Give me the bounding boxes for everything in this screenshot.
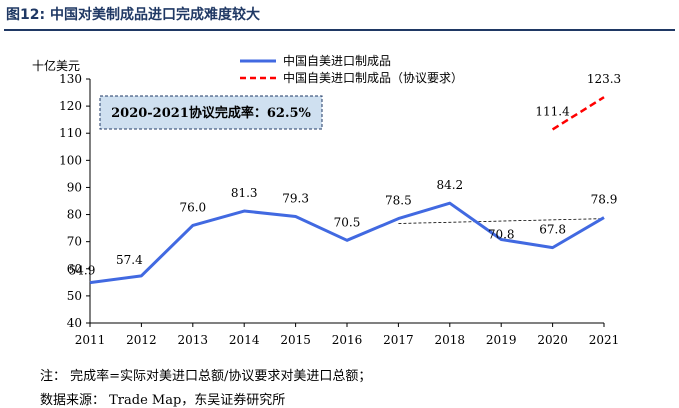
y-tick-label: 90 bbox=[67, 180, 82, 194]
y-tick-label: 70 bbox=[67, 235, 82, 249]
legend: 中国自美进口制成品 中国自美进口制成品（协议要求） bbox=[240, 53, 463, 85]
data-label: 57.4 bbox=[116, 253, 143, 267]
y-tick-label: 110 bbox=[59, 126, 82, 140]
data-label: 79.3 bbox=[282, 191, 309, 205]
x-tick-label: 2012 bbox=[126, 333, 157, 347]
x-tick-label: 2018 bbox=[435, 333, 466, 347]
data-label: 70.8 bbox=[488, 227, 515, 241]
series-line-actual bbox=[89, 201, 605, 285]
data-label: 54.9 bbox=[69, 264, 96, 278]
x-tick-label: 2015 bbox=[280, 333, 311, 347]
x-tick-label: 2011 bbox=[75, 333, 106, 347]
figure-title: 图12: 中国对美制成品进口完成难度较大 bbox=[6, 7, 260, 23]
y-tick-label: 100 bbox=[59, 153, 82, 167]
y-tick-label: 60 bbox=[67, 262, 82, 276]
data-label: 76.0 bbox=[179, 200, 206, 214]
y-tick-label: 50 bbox=[67, 289, 82, 303]
completion-rate-box-bg bbox=[99, 95, 323, 130]
footnote-source: 数据来源： Trade Map，东吴证券研究所 bbox=[40, 393, 286, 408]
data-label: 111.4 bbox=[535, 104, 570, 118]
x-tick-label: 2020 bbox=[537, 333, 568, 347]
data-label: 84.2 bbox=[436, 178, 463, 192]
y-tick-label: 130 bbox=[59, 72, 82, 86]
completion-rate-box: 2020-2021协议完成率：62.5% bbox=[99, 95, 323, 130]
data-label: 70.5 bbox=[334, 215, 361, 229]
trend-line bbox=[398, 218, 605, 224]
y-tick-label: 80 bbox=[67, 208, 82, 222]
x-tick-label: 2021 bbox=[589, 333, 620, 347]
legend-label-required: 中国自美进口制成品（协议要求） bbox=[283, 70, 463, 85]
legend-label-actual: 中国自美进口制成品 bbox=[283, 53, 391, 68]
title-divider bbox=[4, 29, 675, 31]
series-line-required bbox=[551, 96, 605, 131]
x-tick-label: 2013 bbox=[178, 333, 209, 347]
footnote-definition: 注： 完成率=实际对美进口总额/协议要求对美进口总额； bbox=[40, 369, 372, 384]
y-tick-label: 120 bbox=[59, 99, 82, 113]
x-tick-label: 2016 bbox=[332, 333, 363, 347]
x-tick-label: 2014 bbox=[229, 333, 260, 347]
data-label: 81.3 bbox=[231, 186, 258, 200]
y-axis-label: 十亿美元 bbox=[32, 58, 80, 73]
completion-rate-text: 2020-2021协议完成率：62.5% bbox=[111, 105, 311, 121]
data-label: 78.5 bbox=[385, 194, 412, 208]
data-label: 67.8 bbox=[539, 223, 566, 237]
x-tick-label: 2017 bbox=[383, 333, 414, 347]
x-tick-label: 2019 bbox=[486, 333, 517, 347]
y-tick-label: 40 bbox=[67, 316, 82, 330]
data-label: 78.9 bbox=[591, 193, 618, 207]
data-label: 123.3 bbox=[587, 72, 621, 86]
